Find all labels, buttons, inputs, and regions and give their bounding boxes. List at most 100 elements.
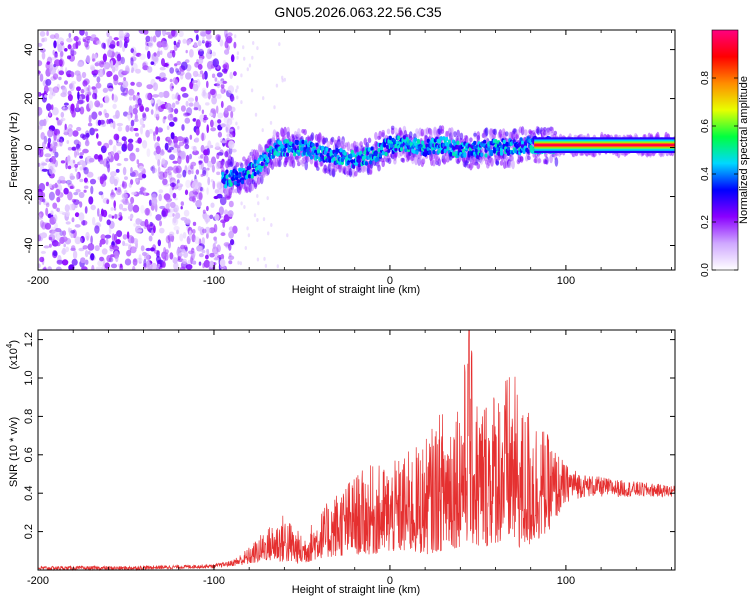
- noise-cell: [273, 105, 276, 110]
- noise-cell: [107, 164, 111, 173]
- noise-cell: [192, 229, 196, 234]
- noise-cell: [75, 188, 81, 193]
- ridge-halo-cell: [368, 169, 373, 175]
- noise-cell: [149, 212, 152, 217]
- noise-cell: [224, 30, 228, 38]
- noise-cell: [92, 216, 96, 226]
- noise-cell: [145, 92, 151, 100]
- noise-cell: [67, 227, 71, 233]
- noise-cell: [236, 55, 239, 60]
- noise-cell: [44, 222, 52, 230]
- noise-cell: [52, 145, 57, 154]
- noise-cell: [70, 233, 74, 238]
- ridge-core-cell: [283, 147, 287, 153]
- ridge-core-cell: [428, 150, 432, 155]
- x-tick-label: -200: [27, 275, 49, 287]
- noise-cell: [213, 236, 217, 241]
- noise-cell: [95, 82, 102, 89]
- noise-cell: [195, 199, 202, 208]
- noise-cell: [201, 109, 205, 115]
- ridge-core-cell: [387, 139, 391, 144]
- noise-cell: [207, 91, 211, 100]
- noise-cell: [45, 158, 50, 163]
- noise-cell: [76, 172, 79, 180]
- noise-cell: [146, 84, 153, 90]
- noise-cell: [97, 208, 100, 217]
- noise-cell: [220, 232, 226, 237]
- noise-cell: [181, 124, 185, 131]
- noise-cell: [193, 42, 198, 48]
- noise-cell: [84, 85, 88, 94]
- noise-cell: [115, 110, 120, 119]
- noise-cell: [130, 57, 134, 66]
- ridge-core-cell: [429, 143, 433, 148]
- noise-cell: [263, 256, 266, 261]
- noise-cell: [195, 34, 199, 41]
- ridge-core-cell: [490, 149, 494, 154]
- noise-cell: [224, 151, 229, 158]
- noise-cell: [128, 105, 133, 114]
- ridge-halo-cell: [401, 157, 406, 163]
- noise-cell: [206, 232, 209, 239]
- ridge-halo-cell: [421, 157, 426, 164]
- y-tick-label: 1.2: [23, 332, 35, 347]
- noise-cell: [56, 196, 61, 203]
- noise-cell: [39, 73, 44, 82]
- noise-cell: [148, 235, 153, 242]
- noise-cell: [113, 200, 116, 209]
- ridge-core-cell: [394, 143, 398, 149]
- noise-cell: [110, 171, 117, 177]
- noise-cell: [193, 107, 199, 111]
- ridge-core-cell: [271, 154, 275, 159]
- ridge-core-cell: [315, 142, 319, 147]
- noise-cell: [132, 204, 140, 213]
- x-tick-label: -200: [27, 575, 49, 587]
- ridge-core-cell: [311, 142, 315, 148]
- ridge-core-cell: [461, 148, 466, 153]
- colorbar-frame: [711, 29, 739, 271]
- noise-cell: [135, 177, 139, 183]
- ridge-core-cell: [526, 149, 530, 154]
- noise-cell: [262, 217, 266, 222]
- noise-cell: [80, 88, 85, 94]
- noise-cell: [172, 216, 177, 224]
- ridge-core-cell: [350, 159, 354, 164]
- y-tick-label: 0.8: [23, 409, 35, 424]
- ridge-core-cell: [426, 146, 430, 152]
- noise-cell: [90, 66, 95, 71]
- noise-cell: [142, 113, 147, 121]
- noise-cell: [169, 82, 174, 92]
- noise-cell: [161, 58, 165, 67]
- noise-cell: [39, 220, 45, 228]
- noise-cell: [55, 117, 59, 121]
- noise-cell: [182, 232, 187, 239]
- noise-cell: [77, 40, 81, 46]
- noise-cell: [188, 250, 195, 255]
- ridge-halo-cell: [432, 160, 436, 167]
- noise-cell: [121, 193, 128, 200]
- noise-cell: [169, 67, 175, 74]
- ridge-halo-cell: [490, 157, 494, 167]
- y-tick-label: 0.2: [23, 524, 35, 539]
- ridge-halo-cell: [499, 160, 504, 166]
- noise-cell: [219, 196, 227, 206]
- noise-cell: [256, 46, 259, 51]
- noise-cell: [264, 263, 268, 268]
- noise-cell: [150, 61, 155, 65]
- ridge-halo-cell: [324, 137, 329, 143]
- noise-cell: [99, 60, 105, 68]
- noise-cell: [220, 123, 226, 128]
- ridge-halo-cell: [230, 156, 235, 167]
- noise-cell: [82, 219, 86, 226]
- noise-cell: [178, 141, 185, 147]
- noise-cell: [60, 111, 65, 118]
- noise-cell: [233, 41, 237, 49]
- noise-cell: [266, 196, 269, 201]
- ridge-core-cell: [402, 135, 406, 140]
- noise-cell: [177, 39, 181, 45]
- noise-cell: [201, 249, 206, 254]
- noise-cell: [170, 132, 175, 140]
- noise-cell: [175, 100, 180, 105]
- noise-cell: [221, 68, 228, 73]
- noise-cell: [87, 84, 91, 92]
